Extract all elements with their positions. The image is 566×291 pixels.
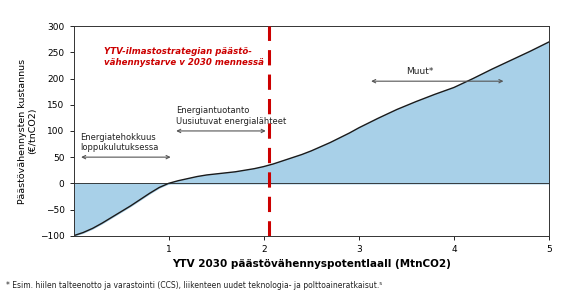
Y-axis label: Päästövähennysten kustannus
(€/tnCO2): Päästövähennysten kustannus (€/tnCO2) — [18, 58, 37, 203]
Text: Energiatehokkuus
loppukulutuksessa: Energiatehokkuus loppukulutuksessa — [80, 132, 158, 152]
X-axis label: YTV 2030 päästövähennyspotentlaall (MtnCO2): YTV 2030 päästövähennyspotentlaall (MtnC… — [172, 259, 451, 269]
Text: * Esim. hiilen talteenotto ja varastointi (CCS), liikenteen uudet teknologia- ja: * Esim. hiilen talteenotto ja varastoint… — [6, 281, 382, 290]
Text: YTV-ilmastostrategian päästö-
vähennystarve v 2030 mennessä: YTV-ilmastostrategian päästö- vähennysta… — [104, 47, 264, 67]
Text: Muut*: Muut* — [406, 67, 434, 76]
Text: Energiantuotanto
Uusiutuvat energialähteet: Energiantuotanto Uusiutuvat energialähte… — [176, 106, 286, 126]
